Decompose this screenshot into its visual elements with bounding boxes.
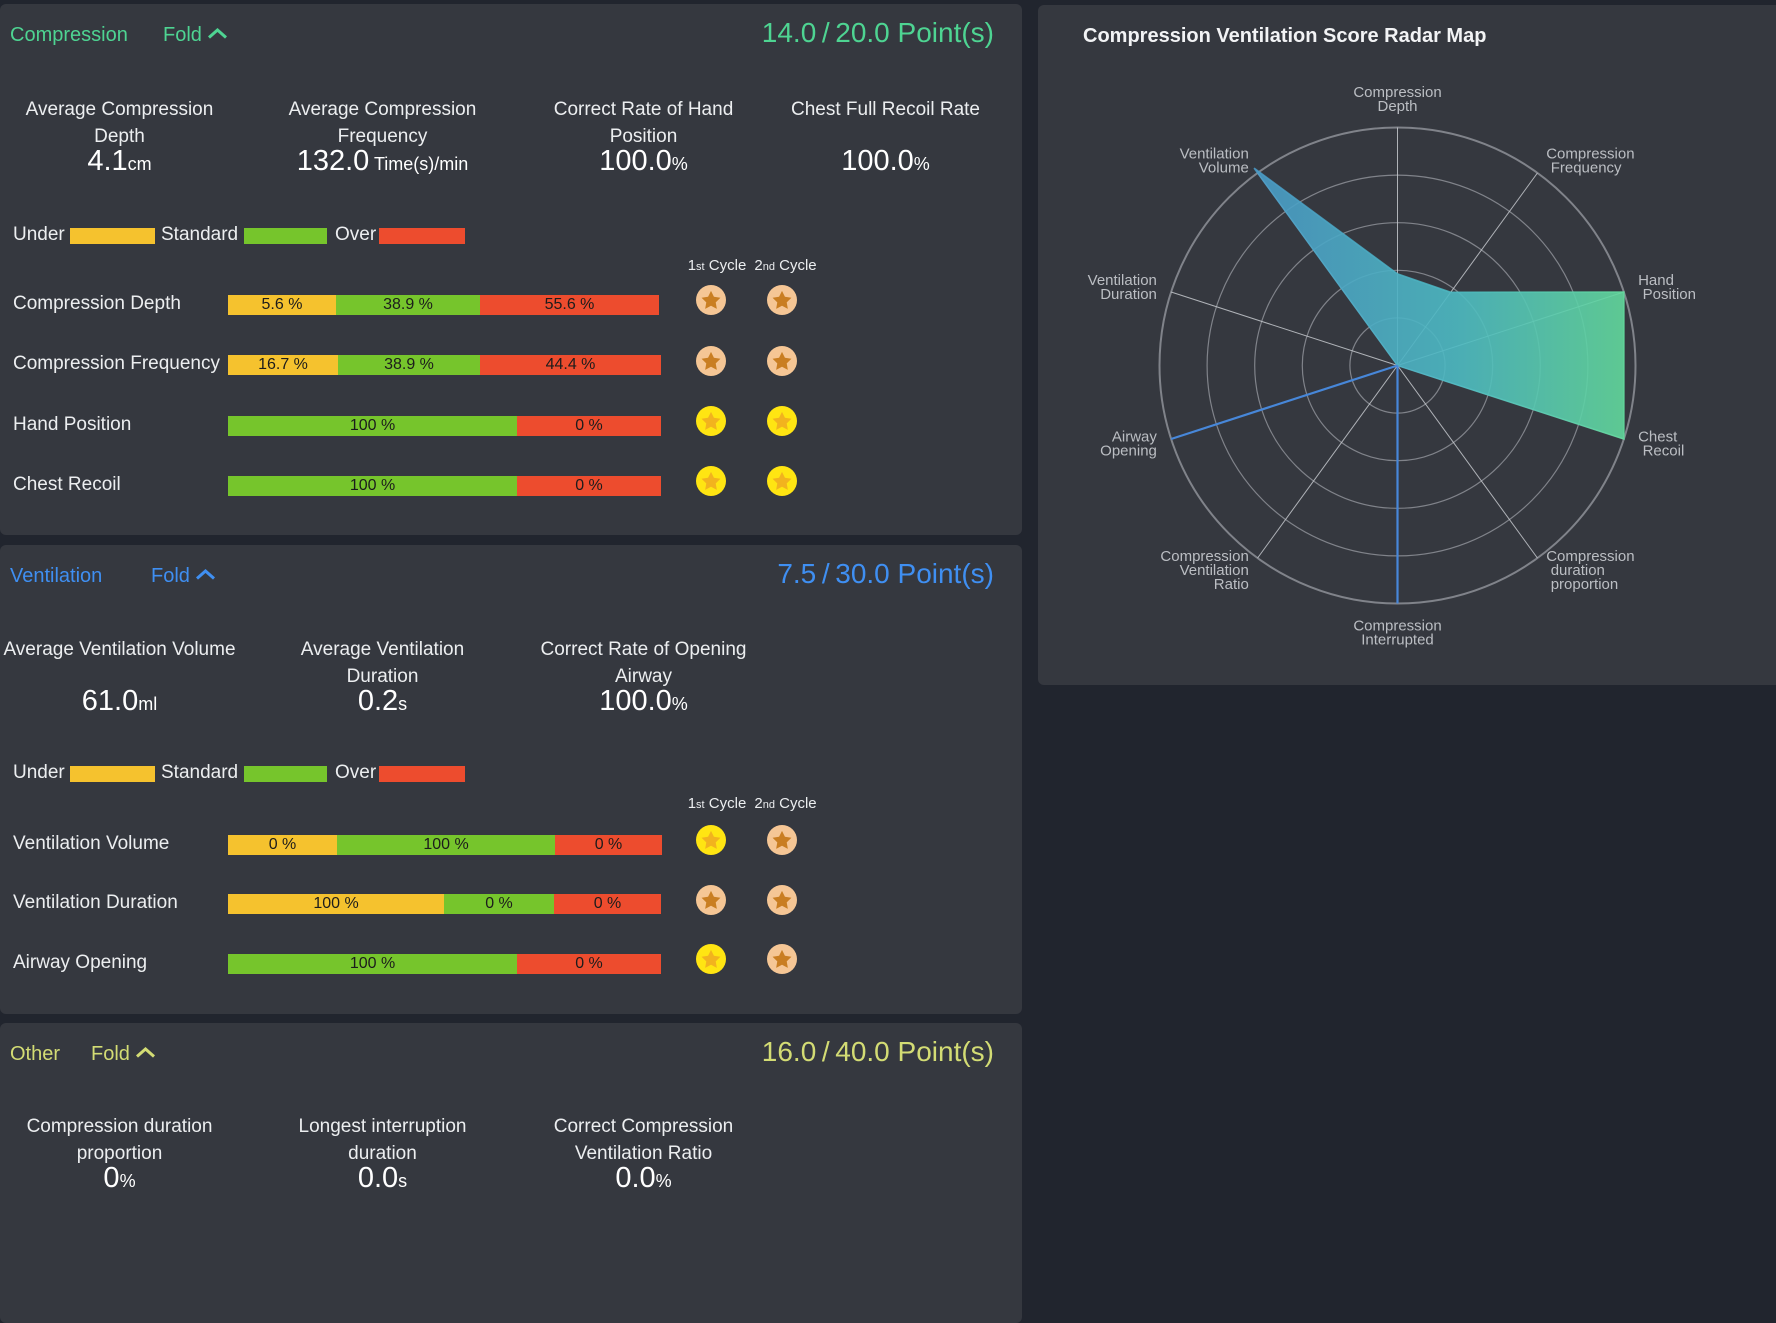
svg-text:Ventilation: Ventilation xyxy=(1180,146,1249,163)
svg-text:duration: duration xyxy=(1551,562,1605,579)
svg-text:proportion: proportion xyxy=(1551,576,1619,593)
svg-text:Chest: Chest xyxy=(1638,428,1678,445)
svg-text:Recoil: Recoil xyxy=(1643,442,1685,459)
svg-text:Compression: Compression xyxy=(1546,548,1634,565)
svg-text:Volume: Volume xyxy=(1199,160,1249,177)
svg-text:Position: Position xyxy=(1643,286,1696,303)
svg-text:Ratio: Ratio xyxy=(1214,576,1249,593)
svg-text:Depth: Depth xyxy=(1377,98,1417,115)
svg-text:Duration: Duration xyxy=(1100,286,1157,303)
svg-text:Airway: Airway xyxy=(1112,428,1158,445)
svg-text:Opening: Opening xyxy=(1100,442,1157,459)
svg-text:Compression: Compression xyxy=(1546,146,1634,163)
svg-text:Compression: Compression xyxy=(1353,84,1441,101)
svg-text:Interrupted: Interrupted xyxy=(1361,632,1434,649)
svg-text:Hand: Hand xyxy=(1638,272,1674,289)
svg-text:Compression: Compression xyxy=(1353,618,1441,635)
svg-text:Ventilation: Ventilation xyxy=(1180,562,1249,579)
svg-text:Frequency: Frequency xyxy=(1551,160,1622,177)
svg-text:Compression: Compression xyxy=(1160,548,1248,565)
svg-text:Ventilation: Ventilation xyxy=(1088,272,1157,289)
